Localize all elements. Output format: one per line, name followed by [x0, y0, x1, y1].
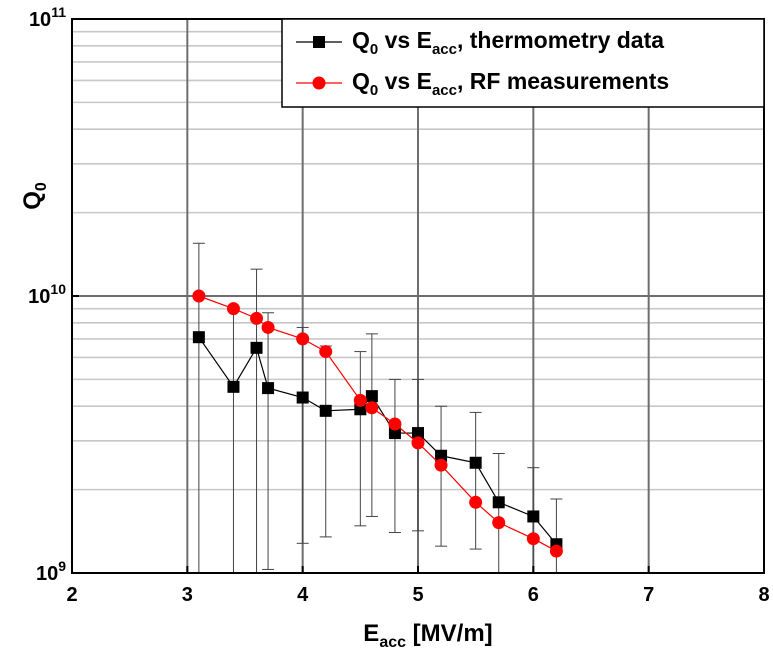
legend-box	[281, 18, 765, 108]
data-point-circle	[250, 311, 264, 325]
data-point-square	[435, 449, 448, 462]
x-tick-label: 6	[528, 584, 539, 606]
data-point-square	[388, 427, 401, 440]
x-axis-label-sub: acc	[379, 634, 406, 650]
data-point-square	[527, 510, 540, 523]
data-point-square	[227, 380, 240, 393]
data-point-square	[412, 427, 424, 440]
x-tick-label: 7	[643, 584, 654, 606]
data-point-square	[192, 331, 205, 344]
data-point-circle	[192, 289, 206, 303]
data-point-circle	[296, 332, 310, 346]
x-tick-label: 3	[182, 584, 193, 606]
legend-entry-rf: Q0 vs Eacc, RF measurements	[296, 68, 669, 99]
series-thermometry	[192, 331, 563, 551]
x-tick-label: 8	[758, 584, 769, 606]
data-point-square	[296, 391, 309, 404]
data-point-circle	[365, 401, 379, 415]
data-point-circle	[319, 345, 333, 359]
legend-label-rf: Q0 vs Eacc, RF measurements	[352, 68, 669, 99]
y-axis-label-main: Q	[19, 191, 46, 210]
y-tick-label: 1010	[28, 281, 66, 308]
series-rf	[192, 289, 563, 558]
data-point-square	[354, 403, 367, 416]
data-point-circle	[226, 302, 240, 316]
data-point-square	[262, 382, 275, 395]
data-point-square	[319, 404, 332, 417]
x-axis-label-rest: [MV/m]	[406, 620, 493, 647]
series	[192, 289, 563, 558]
data-point-circle	[526, 532, 540, 546]
data-point-circle	[492, 516, 506, 530]
data-point-circle	[434, 458, 448, 472]
data-point-circle	[411, 436, 425, 450]
data-point-circle	[469, 495, 483, 509]
x-axis-label: Eacc [MV/m]	[363, 620, 492, 650]
legend-marker-thermometry	[313, 36, 325, 48]
legend: Q0 vs Eacc, thermometry data Q0 vs Eacc,…	[281, 18, 765, 108]
legend-marker-rf	[312, 76, 326, 90]
data-point-circle	[261, 320, 275, 334]
data-point-square	[250, 341, 263, 354]
y-tick-label: 109	[36, 558, 66, 585]
x-tick-label: 4	[297, 584, 309, 606]
data-point-circle	[388, 417, 402, 431]
y-axis-label: Q0	[19, 182, 50, 210]
data-point-square	[469, 456, 482, 469]
legend-label-thermometry: Q0 vs Eacc, thermometry data	[352, 27, 664, 58]
y-axis-label-sub: 0	[33, 182, 50, 191]
x-tick-label: 2	[66, 584, 77, 606]
x-tick-label: 5	[412, 584, 423, 606]
y-tick-label: 1011	[29, 4, 66, 31]
ticks: 2 3 4 5 6 7 8 109 1010 1011	[28, 4, 769, 606]
legend-entry-thermometry: Q0 vs Eacc, thermometry data	[296, 27, 664, 58]
data-point-circle	[549, 544, 563, 558]
data-point-circle	[353, 393, 367, 407]
x-axis-label-main: E	[363, 620, 379, 647]
data-point-square	[365, 390, 378, 403]
data-point-square	[492, 496, 505, 509]
